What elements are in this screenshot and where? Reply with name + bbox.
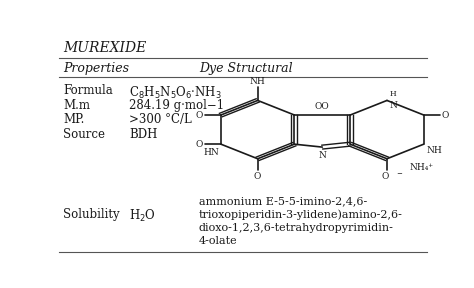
Text: NH₄⁺: NH₄⁺ xyxy=(409,163,433,172)
Text: N: N xyxy=(389,101,397,110)
Text: MUREXIDE: MUREXIDE xyxy=(63,41,146,55)
Text: O: O xyxy=(195,140,203,149)
Text: N: N xyxy=(319,151,326,160)
Text: BDH: BDH xyxy=(129,128,157,141)
Text: Properties: Properties xyxy=(63,62,129,75)
Text: H: H xyxy=(390,90,397,98)
Text: H$_2$O: H$_2$O xyxy=(129,208,156,224)
Text: 284.19 g·mol−1: 284.19 g·mol−1 xyxy=(129,99,224,112)
Text: Solubility: Solubility xyxy=(63,208,119,221)
Text: C$_8$H$_5$N$_5$O$_6$·NH$_3$: C$_8$H$_5$N$_5$O$_6$·NH$_3$ xyxy=(129,84,222,101)
Text: 4-olate: 4-olate xyxy=(199,236,237,246)
Text: ammonium E-5-5-imino-2,4,6-: ammonium E-5-5-imino-2,4,6- xyxy=(199,196,367,206)
Text: O: O xyxy=(442,111,449,120)
Text: Formula: Formula xyxy=(63,84,113,97)
Text: dioxo-1,2,3,6-tetrahydropyrimidin-: dioxo-1,2,3,6-tetrahydropyrimidin- xyxy=(199,223,394,233)
Text: MP.: MP. xyxy=(63,113,84,126)
Text: NH: NH xyxy=(427,146,442,155)
Text: Dye Structural: Dye Structural xyxy=(199,62,292,75)
Text: trioxopiperidin-3-ylidene)amino-2,6-: trioxopiperidin-3-ylidene)amino-2,6- xyxy=(199,210,403,220)
Text: HN: HN xyxy=(204,148,219,157)
Text: NH: NH xyxy=(250,77,265,86)
Text: O: O xyxy=(195,111,203,120)
Text: Source: Source xyxy=(63,128,105,141)
Text: OO: OO xyxy=(315,102,330,111)
Text: O: O xyxy=(382,172,389,181)
Text: O: O xyxy=(254,172,261,181)
Text: M.m: M.m xyxy=(63,99,90,112)
Text: −: − xyxy=(396,171,401,177)
Text: >300 °C/L: >300 °C/L xyxy=(129,113,192,126)
